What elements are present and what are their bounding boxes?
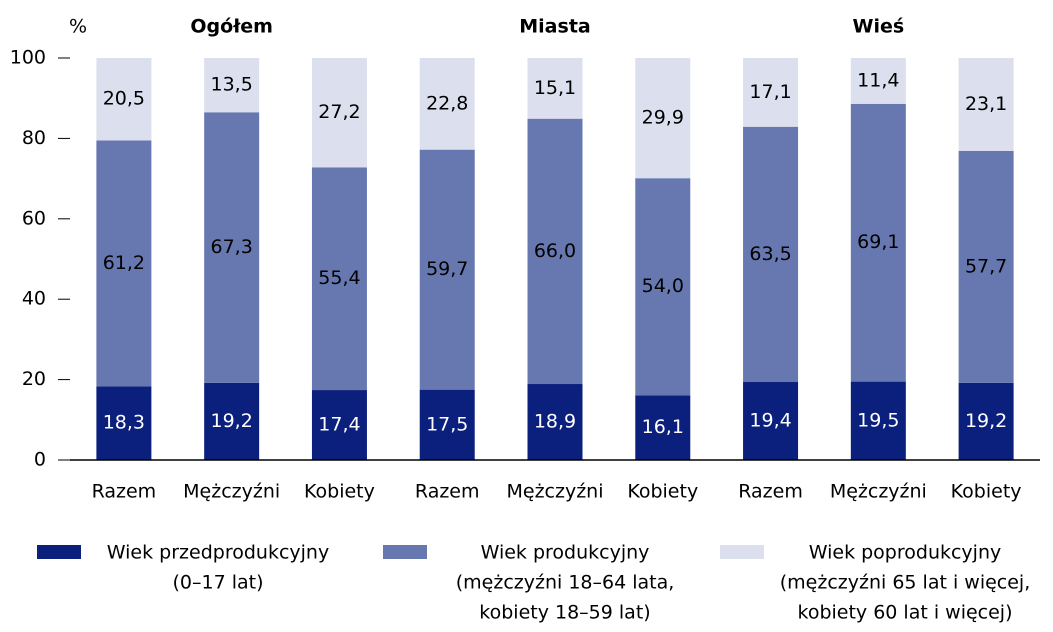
data-label: 19,2 <box>211 410 253 432</box>
data-label: 55,4 <box>318 267 360 289</box>
legend-swatch <box>720 545 764 559</box>
bar-segment <box>743 58 799 127</box>
x-tick-label: Kobiety <box>304 481 375 503</box>
group-label: Miasta <box>519 16 590 38</box>
legend-description: (mężczyźni 18–64 lata, <box>456 572 675 594</box>
x-tick-label: Razem <box>415 481 480 503</box>
data-label: 18,3 <box>103 412 145 434</box>
bar-segment <box>850 381 906 460</box>
legend-swatch <box>37 545 81 559</box>
bar-segment <box>96 140 152 387</box>
x-tick-label: Razem <box>92 481 157 503</box>
x-tick-label: Kobiety <box>951 481 1022 503</box>
bar-segment <box>96 386 152 460</box>
legend-description: kobiety 18–59 lat) <box>479 602 650 624</box>
y-tick-label: 40 <box>22 288 46 310</box>
legend-description: kobiety 60 lat i więcej) <box>798 602 1013 624</box>
bar-segment <box>204 112 260 383</box>
legend-label: Wiek przedprodukcyjny <box>107 542 329 564</box>
data-label: 66,0 <box>534 240 576 262</box>
data-label: 19,5 <box>857 409 899 431</box>
bar-segment <box>743 126 799 383</box>
data-label: 29,9 <box>642 107 684 129</box>
data-label: 17,4 <box>318 414 360 436</box>
y-tick-label: 100 <box>10 47 46 69</box>
bar-segment <box>527 384 583 460</box>
bar-segment <box>311 58 367 168</box>
data-label: 23,1 <box>965 93 1007 115</box>
x-tick-label: Razem <box>738 481 803 503</box>
bar-segment <box>419 58 475 150</box>
y-tick-label: 80 <box>22 127 46 149</box>
legend-swatch <box>383 545 427 559</box>
data-label: 13,5 <box>211 74 253 96</box>
legend-label: Wiek poprodukcyjny <box>809 542 1002 564</box>
data-label: 17,1 <box>749 81 791 103</box>
data-label: 18,9 <box>534 411 576 433</box>
data-label: 11,4 <box>857 69 899 91</box>
bar-segment <box>958 58 1014 151</box>
bar-segment <box>635 58 691 179</box>
bar-segment <box>527 58 583 119</box>
bar-segment <box>527 118 583 385</box>
x-tick-label: Mężczyźni <box>506 481 603 503</box>
bar-segment <box>958 382 1014 460</box>
y-tick-label: 0 <box>34 449 46 471</box>
data-label: 61,2 <box>103 252 145 274</box>
bar-segment <box>311 390 367 460</box>
x-tick-label: Mężczyźni <box>183 481 280 503</box>
data-label: 19,2 <box>965 410 1007 432</box>
data-label: 16,1 <box>642 416 684 438</box>
bar-segment <box>850 103 906 382</box>
bar-segment <box>635 178 691 396</box>
group-label: Ogółem <box>190 16 273 38</box>
data-label: 15,1 <box>534 77 576 99</box>
legend-description: (mężczyźni 65 lat i więcej, <box>780 572 1031 594</box>
bar-segment <box>311 167 367 391</box>
data-label: 69,1 <box>857 231 899 253</box>
data-label: 19,4 <box>749 410 791 432</box>
y-tick-label: 20 <box>22 368 46 390</box>
data-label: 22,8 <box>426 92 468 114</box>
data-label: 17,5 <box>426 413 468 435</box>
data-label: 59,7 <box>426 258 468 280</box>
bar-segment <box>850 58 906 104</box>
data-label: 20,5 <box>103 88 145 110</box>
bar-segment <box>635 395 691 460</box>
bar-segment <box>204 58 260 113</box>
bar-segment <box>958 150 1014 383</box>
bar-segment <box>419 149 475 390</box>
data-label: 54,0 <box>642 275 684 297</box>
y-unit-label: % <box>69 16 87 38</box>
bar-segment <box>204 382 260 460</box>
data-label: 57,7 <box>965 255 1007 277</box>
data-label: 27,2 <box>318 101 360 123</box>
legend-label: Wiek produkcyjny <box>481 542 650 564</box>
data-label: 63,5 <box>749 243 791 265</box>
data-label: 67,3 <box>211 236 253 258</box>
y-tick-label: 60 <box>22 207 46 229</box>
group-label: Wieś <box>852 16 904 38</box>
x-tick-label: Mężczyźni <box>830 481 927 503</box>
x-tick-label: Kobiety <box>627 481 698 503</box>
bar-segment <box>96 58 152 141</box>
legend-description: (0–17 lat) <box>172 572 263 594</box>
bar-segment <box>743 382 799 460</box>
bar-segment <box>419 389 475 460</box>
